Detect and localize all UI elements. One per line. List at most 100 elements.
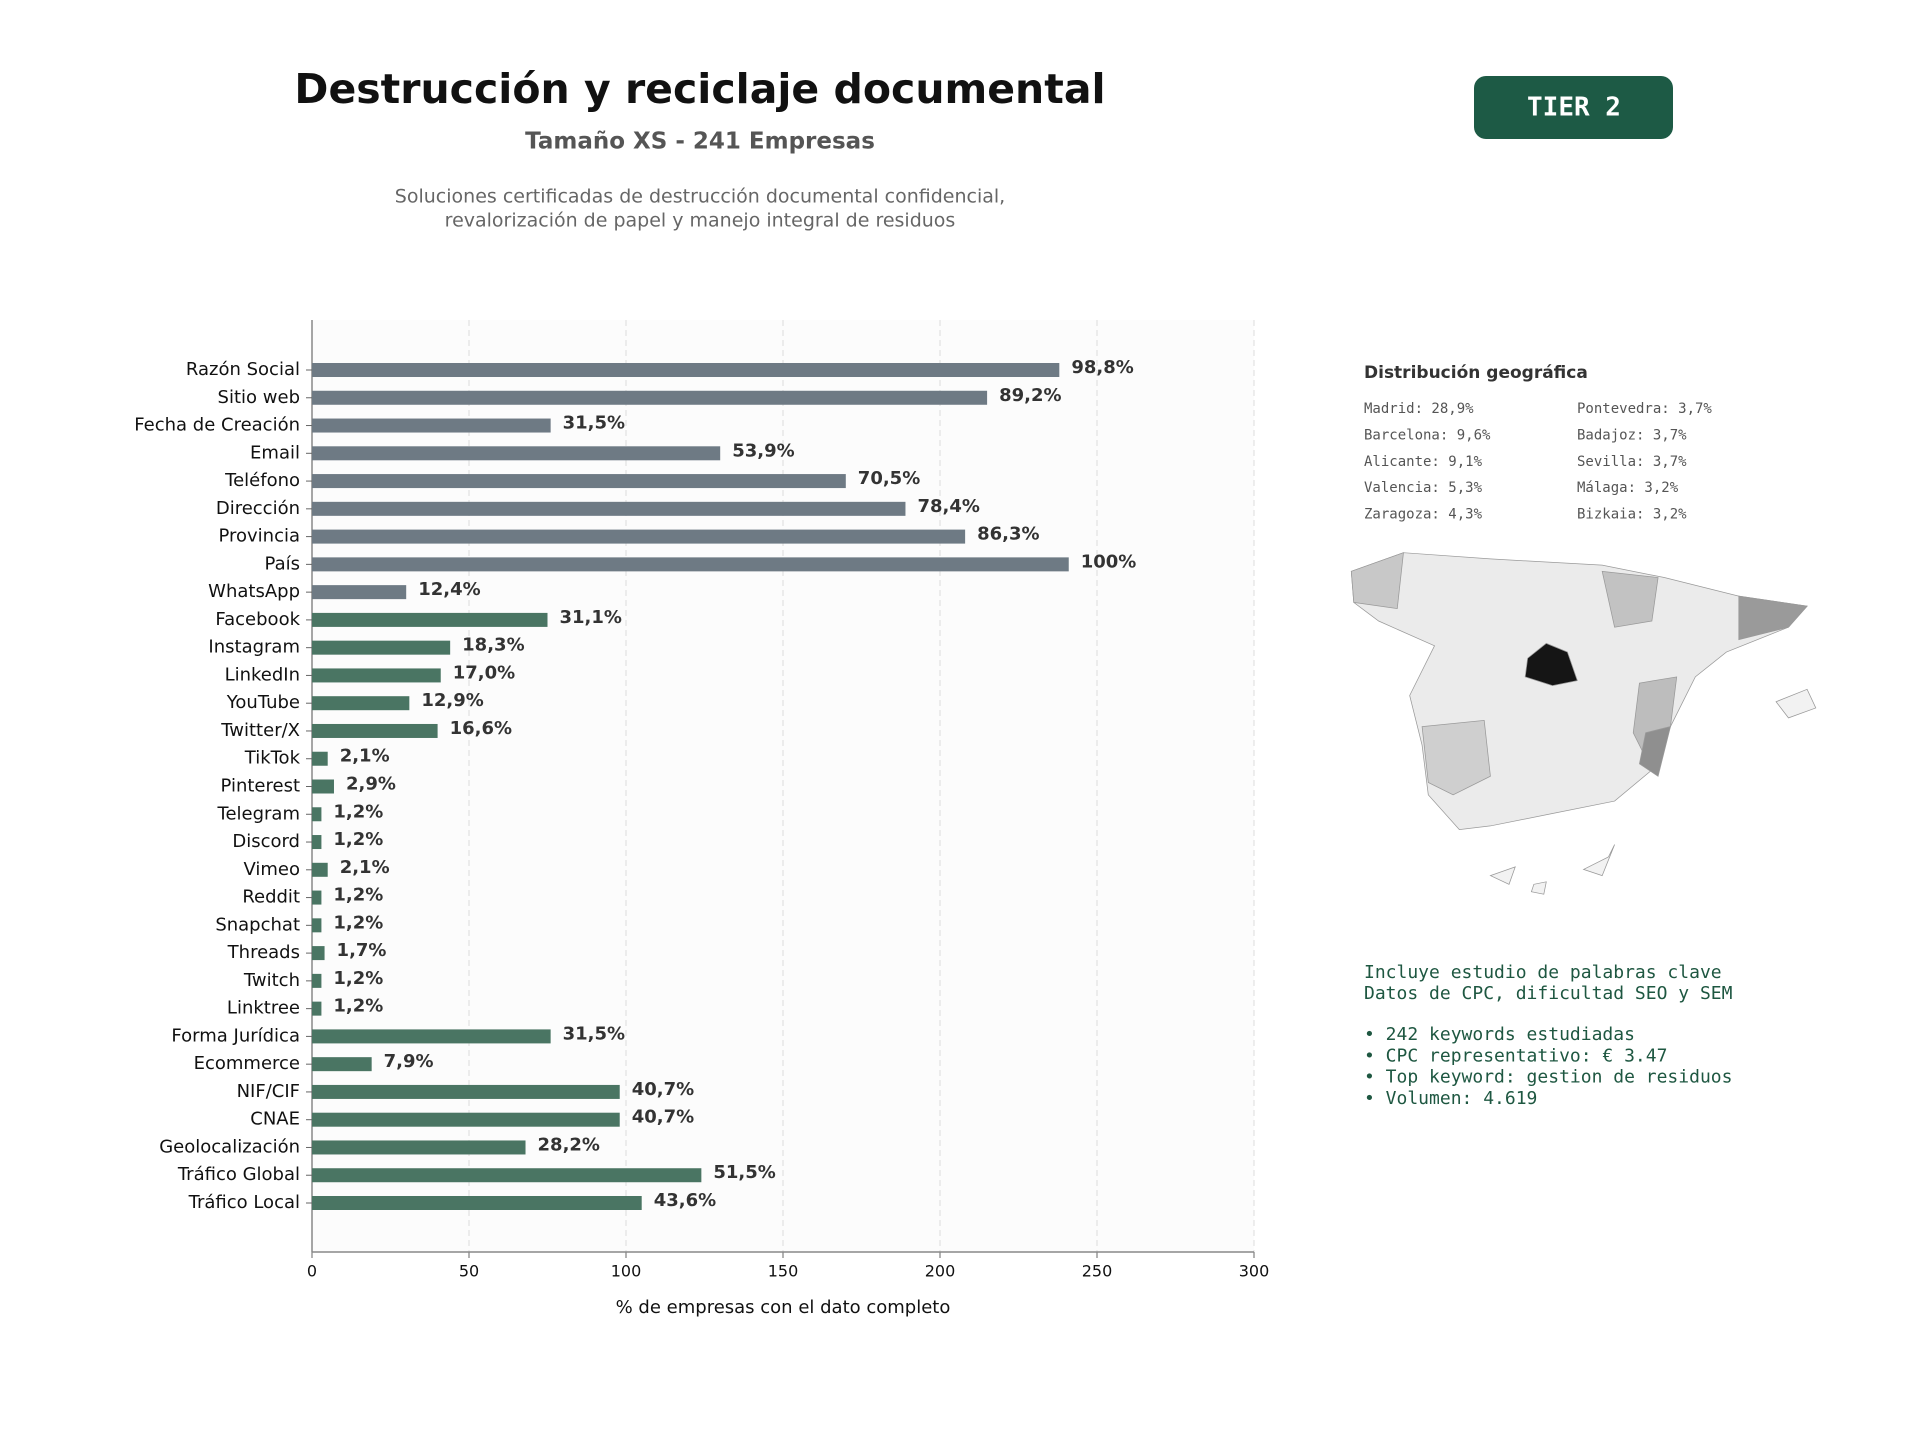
value-label: 31,5% <box>563 1023 625 1044</box>
y-tick-label: Razón Social <box>186 359 300 380</box>
subtitle: Tamaño XS - 241 Empresas <box>525 129 875 155</box>
province-share: Badajoz: 3,7% <box>1577 427 1687 443</box>
value-label: 1,2% <box>333 996 383 1017</box>
map-spain <box>1350 552 1808 831</box>
value-label: 1,2% <box>333 801 383 822</box>
bar <box>312 862 328 877</box>
x-tick-label: 250 <box>1082 1262 1113 1281</box>
value-label: 7,9% <box>384 1051 434 1072</box>
bar <box>312 1140 526 1155</box>
y-tick-label: Provincia <box>218 526 300 547</box>
bar <box>312 835 322 850</box>
map-region <box>1738 595 1808 641</box>
y-tick-label: WhatsApp <box>208 581 300 602</box>
value-label: 2,1% <box>340 857 390 878</box>
bar <box>312 1029 551 1044</box>
badge <box>1474 76 1673 139</box>
bar <box>312 807 322 822</box>
bar <box>312 585 407 600</box>
note-line: Datos de CPC, dificultad SEO y SEM <box>1364 983 1733 1004</box>
bar <box>312 640 451 655</box>
bar <box>312 390 988 405</box>
bar <box>312 418 551 433</box>
y-tick-label: Telegram <box>217 803 300 824</box>
x-tick-label: 0 <box>307 1262 317 1281</box>
x-tick-label: 50 <box>459 1262 479 1281</box>
y-tick-label: Ecommerce <box>194 1053 300 1074</box>
y-tick-label: Instagram <box>208 637 300 658</box>
geo-list: Madrid: 28,9% Barcelona: 9,6% Alicante: 9,… <box>1364 401 1712 523</box>
bar <box>312 529 966 544</box>
bar <box>312 918 322 933</box>
y-tick-label: Email <box>250 442 300 463</box>
province-share: Madrid: 28,9% <box>1364 401 1474 417</box>
bar <box>312 1196 642 1210</box>
bar <box>312 557 1069 572</box>
y-tick-label: Snapchat <box>215 914 300 935</box>
chart: 0 50 100 150 200 250 300 % de empresas con el d… <box>134 320 1269 1318</box>
note-bullet: • Volumen: 4.619 <box>1364 1088 1537 1109</box>
province-share: Málaga: 3,2% <box>1577 480 1679 496</box>
value-label: 100% <box>1081 551 1137 572</box>
value-label: 51,5% <box>713 1162 775 1183</box>
bar <box>312 446 721 461</box>
map-region <box>1639 726 1672 777</box>
y-tick-label: Geolocalización <box>159 1136 300 1157</box>
bar <box>312 1112 620 1127</box>
y-tick-label: Twitch <box>243 970 300 991</box>
description: Soluciones certificadas de destrucción d… <box>395 186 1005 208</box>
province-share: Pontevedra: 3,7% <box>1577 401 1712 417</box>
value-label: 78,4% <box>917 496 979 517</box>
bar <box>312 1168 702 1183</box>
map-balearics <box>1775 688 1817 719</box>
bar <box>312 612 548 627</box>
geo-title: Distribución geográfica <box>1364 363 1588 383</box>
value-label: 1,2% <box>333 968 383 989</box>
province-share: Barcelona: 9,6% <box>1364 427 1491 443</box>
bar <box>312 751 328 766</box>
value-label: 86,3% <box>977 524 1039 545</box>
bar <box>312 779 334 794</box>
y-tick-label: YouTube <box>226 692 300 713</box>
bar <box>312 363 1060 377</box>
province-share: Valencia: 5,3% <box>1364 480 1483 496</box>
y-tick-label: País <box>265 553 300 574</box>
province-share: Bizkaia: 3,2% <box>1577 507 1687 523</box>
bar <box>312 723 438 738</box>
value-label: 1,7% <box>337 940 387 961</box>
map-region <box>1421 719 1491 796</box>
y-tick-label: Sitio web <box>218 387 300 408</box>
map <box>1350 552 1817 895</box>
value-label: 12,9% <box>421 690 483 711</box>
y-tick-label: CNAE <box>250 1109 300 1130</box>
value-label: 43,6% <box>654 1190 716 1211</box>
bar <box>312 696 410 711</box>
bar <box>312 474 846 489</box>
bar <box>312 1001 322 1016</box>
map-region <box>1350 552 1404 610</box>
y-tick-label: Dirección <box>216 498 300 519</box>
y-tick-label: Facebook <box>215 609 300 630</box>
value-label: 1,2% <box>333 912 383 933</box>
bar <box>312 946 325 961</box>
value-label: 53,9% <box>732 440 794 461</box>
province-share: Alicante: 9,1% <box>1364 454 1483 470</box>
bar <box>312 890 322 905</box>
y-tick-label: Forma Jurídica <box>171 1025 300 1046</box>
y-tick-label: Discord <box>232 831 300 852</box>
x-tick-label: 200 <box>925 1262 956 1281</box>
title: Destrucción y reciclaje documental <box>294 65 1105 113</box>
x-axis-label: % de empresas con el dato completo <box>616 1297 951 1318</box>
bar <box>312 501 906 516</box>
province-share: Zaragoza: 4,3% <box>1364 507 1483 523</box>
y-tick-label: TikTok <box>244 748 301 769</box>
value-label: 17,0% <box>453 662 515 683</box>
y-tick-label: Vimeo <box>243 859 300 880</box>
x-tick-label: 150 <box>768 1262 799 1281</box>
y-tick-label: NIF/CIF <box>237 1081 300 1102</box>
map-region <box>1601 570 1659 628</box>
bar <box>312 668 441 683</box>
value-label: 70,5% <box>858 468 920 489</box>
